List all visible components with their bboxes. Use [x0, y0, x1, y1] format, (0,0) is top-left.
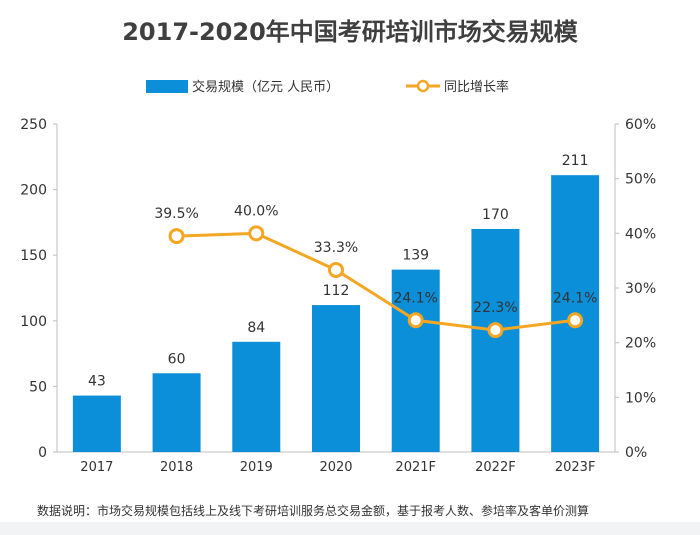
growth-line-layer	[168, 225, 584, 339]
bar-labels: 43 60 84 112 139 170 211	[88, 153, 589, 389]
bar	[471, 228, 520, 452]
legend-bar-swatch	[146, 80, 188, 93]
bar-value-label: 60	[168, 351, 186, 367]
bar-value-label: 112	[323, 283, 350, 299]
growth-label: 24.1%	[393, 290, 437, 306]
bar-value-label: 139	[402, 248, 429, 264]
legend: 交易规模（亿元 人民币） 同比增长率	[146, 79, 509, 95]
y-right-tick-label: 0%	[625, 445, 647, 461]
bar-value-label: 170	[482, 207, 509, 223]
y-left-tick-label: 100	[20, 314, 47, 330]
growth-point	[567, 312, 584, 329]
y-right-tick-label: 10%	[625, 390, 656, 406]
y-right-tick-label: 50%	[625, 172, 656, 188]
bar-value-label: 211	[562, 153, 589, 169]
y-left-tick-label: 150	[20, 248, 47, 264]
x-tick-label: 2019	[240, 460, 273, 475]
bar	[391, 269, 440, 452]
growth-labels: 39.5% 40.0% 33.3% 24.1% 22.3% 24.1%	[154, 203, 597, 316]
y-right-tick-label: 60%	[625, 117, 656, 133]
bars	[72, 175, 600, 452]
y-right-tick-label: 20%	[625, 336, 656, 352]
legend-line-marker	[416, 79, 430, 93]
y-left-tick-label: 250	[20, 117, 47, 133]
legend-bar-label: 交易规模（亿元 人民币）	[192, 79, 339, 95]
chart-title: 2017-2020年中国考研培训市场交易规模	[122, 18, 578, 46]
growth-label: 24.1%	[553, 290, 597, 306]
y-left-tick-label: 0	[38, 445, 47, 461]
x-tick-label: 2020	[319, 460, 352, 475]
bar-value-label: 84	[247, 320, 265, 336]
growth-point	[328, 261, 344, 278]
growth-point	[248, 225, 265, 242]
footnote: 数据说明：市场交易规模包括线上及线下考研培训服务总交易金额，基于报考人数、参培率…	[37, 504, 590, 518]
y-right-tick-label: 30%	[625, 281, 656, 297]
axes: 0 50 100 150 200 250 0% 10% 20% 30% 40% 50% 60% 2017 2…	[20, 117, 656, 475]
growth-label: 33.3%	[314, 240, 358, 256]
x-tick-label: 2017	[80, 460, 113, 475]
y-left-tick-label: 200	[20, 183, 47, 199]
x-tick-label: 2021F	[395, 460, 436, 475]
growth-label: 39.5%	[154, 206, 198, 222]
growth-point	[168, 228, 185, 245]
bar	[312, 305, 360, 452]
growth-label: 22.3%	[473, 300, 517, 316]
footer-band	[0, 522, 700, 535]
growth-point	[487, 322, 504, 339]
bar	[232, 341, 281, 452]
growth-point	[407, 312, 424, 329]
x-tick-label: 2022F	[475, 460, 516, 475]
x-tick-label: 2023F	[555, 460, 596, 475]
growth-line	[176, 231, 576, 332]
y-left-tick-label: 50	[29, 379, 47, 395]
bar	[152, 373, 201, 452]
bar	[72, 395, 121, 452]
growth-label: 40.0%	[234, 203, 278, 219]
y-right-tick-label: 40%	[625, 226, 656, 242]
bar-value-label: 43	[88, 374, 106, 390]
legend-line-label: 同比增长率	[444, 79, 509, 95]
x-tick-label: 2018	[160, 460, 193, 475]
